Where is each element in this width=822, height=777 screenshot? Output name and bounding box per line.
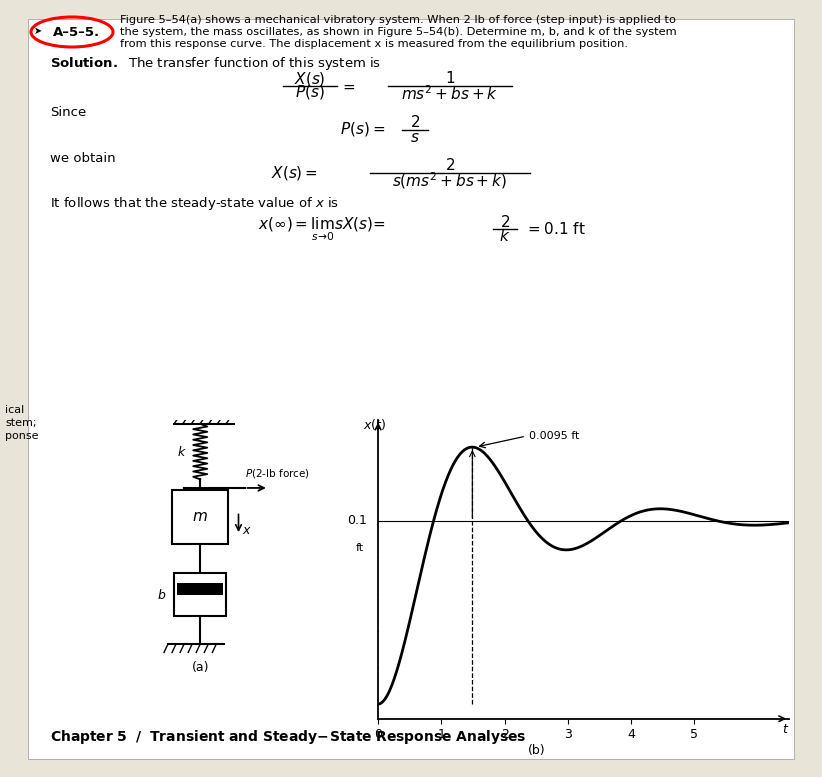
Text: $s$: $s$	[410, 130, 420, 145]
Text: ft: ft	[356, 543, 364, 553]
Text: $k$: $k$	[178, 444, 187, 458]
Text: $1$: $1$	[445, 70, 455, 86]
Text: $X(s) =$: $X(s) =$	[271, 164, 318, 182]
Text: Since: Since	[50, 106, 86, 120]
Text: ponse: ponse	[5, 431, 39, 441]
Text: $2$: $2$	[445, 157, 455, 173]
Text: 0.0095 ft: 0.0095 ft	[529, 431, 580, 441]
Text: $2$: $2$	[410, 114, 420, 130]
Text: 0.1: 0.1	[347, 514, 367, 527]
Text: Figure 5–54(a) shows a mechanical vibratory system. When 2 lb of force (step inp: Figure 5–54(a) shows a mechanical vibrat…	[120, 15, 676, 25]
Text: (b): (b)	[528, 744, 545, 758]
Text: $m$: $m$	[192, 509, 208, 524]
Text: $=$: $=$	[340, 78, 356, 93]
Text: $b$: $b$	[157, 587, 166, 602]
Text: $\mathbf{Chapter\ 5\ \ /\ \ Transient\ and\ Steady\!-\!State\ Response\ Analyses: $\mathbf{Chapter\ 5\ \ /\ \ Transient\ a…	[50, 728, 527, 746]
Bar	[172, 490, 229, 544]
Text: $\mathbf{Solution.}$  The transfer function of this system is: $\mathbf{Solution.}$ The transfer functi…	[50, 54, 381, 71]
Text: $x(\infty) = \lim_{s \to 0} sX(s) =$: $x(\infty) = \lim_{s \to 0} sX(s) =$	[258, 215, 386, 242]
Text: ➤: ➤	[34, 26, 42, 36]
Text: the system, the mass oscillates, as shown in Figure 5–54(b). Determine m, b, and: the system, the mass oscillates, as show…	[120, 27, 677, 37]
Bar	[174, 573, 226, 616]
Text: $P$(2-lb force): $P$(2-lb force)	[245, 468, 309, 480]
Text: It follows that the steady-state value of $x$ is: It follows that the steady-state value o…	[50, 196, 339, 212]
Text: A–5–5.: A–5–5.	[53, 26, 99, 39]
Text: ical: ical	[5, 405, 25, 415]
Text: $t$: $t$	[783, 723, 790, 737]
Text: $s(ms^2 + bs + k)$: $s(ms^2 + bs + k)$	[392, 171, 507, 191]
Text: $x$: $x$	[242, 524, 252, 537]
Text: stem;: stem;	[5, 418, 36, 428]
Text: $ms^2 + bs + k$: $ms^2 + bs + k$	[401, 85, 499, 103]
Text: $k$: $k$	[499, 228, 510, 244]
Text: $= 0.1\ \mathrm{ft}$: $= 0.1\ \mathrm{ft}$	[525, 221, 586, 237]
Text: $2$: $2$	[500, 214, 510, 230]
Text: we obtain: we obtain	[50, 152, 116, 165]
Text: $x(t)$: $x(t)$	[363, 417, 386, 433]
Bar	[177, 583, 224, 595]
Text: (a): (a)	[192, 661, 209, 674]
Text: $P(s) =$: $P(s) =$	[339, 120, 385, 138]
Text: $P(s)$: $P(s)$	[295, 83, 325, 101]
Text: from this response curve. The displacement x is measured from the equilibrium po: from this response curve. The displaceme…	[120, 39, 628, 49]
Text: $X(s)$: $X(s)$	[294, 70, 326, 88]
